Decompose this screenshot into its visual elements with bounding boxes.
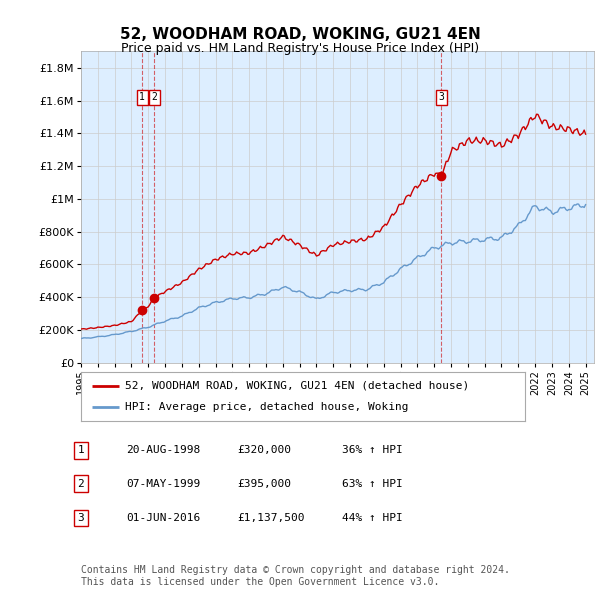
Text: £320,000: £320,000 bbox=[237, 445, 291, 455]
Text: 3: 3 bbox=[439, 92, 444, 102]
Text: Price paid vs. HM Land Registry's House Price Index (HPI): Price paid vs. HM Land Registry's House … bbox=[121, 42, 479, 55]
Text: 1: 1 bbox=[77, 445, 85, 455]
Text: 2: 2 bbox=[77, 479, 85, 489]
Text: Contains HM Land Registry data © Crown copyright and database right 2024.
This d: Contains HM Land Registry data © Crown c… bbox=[81, 565, 510, 587]
Text: 1: 1 bbox=[139, 92, 145, 102]
Text: 3: 3 bbox=[77, 513, 85, 523]
Text: 07-MAY-1999: 07-MAY-1999 bbox=[126, 479, 200, 489]
Text: 52, WOODHAM ROAD, WOKING, GU21 4EN (detached house): 52, WOODHAM ROAD, WOKING, GU21 4EN (deta… bbox=[125, 381, 470, 391]
Text: 52, WOODHAM ROAD, WOKING, GU21 4EN: 52, WOODHAM ROAD, WOKING, GU21 4EN bbox=[119, 27, 481, 42]
Text: 20-AUG-1998: 20-AUG-1998 bbox=[126, 445, 200, 455]
Text: 2: 2 bbox=[151, 92, 157, 102]
Text: 01-JUN-2016: 01-JUN-2016 bbox=[126, 513, 200, 523]
Text: 44% ↑ HPI: 44% ↑ HPI bbox=[342, 513, 403, 523]
Text: £395,000: £395,000 bbox=[237, 479, 291, 489]
Text: £1,137,500: £1,137,500 bbox=[237, 513, 305, 523]
Text: HPI: Average price, detached house, Woking: HPI: Average price, detached house, Woki… bbox=[125, 402, 409, 412]
Text: 63% ↑ HPI: 63% ↑ HPI bbox=[342, 479, 403, 489]
Text: 36% ↑ HPI: 36% ↑ HPI bbox=[342, 445, 403, 455]
